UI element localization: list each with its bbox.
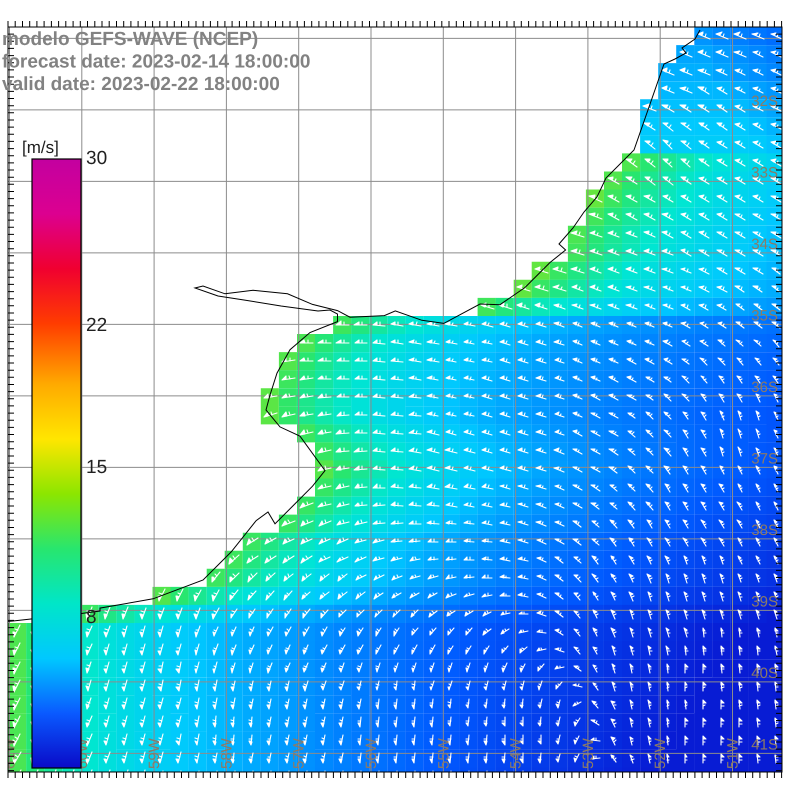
svg-text:30: 30 <box>86 148 107 169</box>
svg-text:52W: 52W <box>652 737 669 769</box>
svg-text:55W: 55W <box>435 737 452 769</box>
svg-text:38S: 38S <box>751 522 778 539</box>
svg-text:forecast date: 2023-02-14 18:0: forecast date: 2023-02-14 18:00:00 <box>2 52 310 73</box>
svg-text:40S: 40S <box>751 665 778 682</box>
svg-text:51W: 51W <box>725 737 742 769</box>
svg-text:22: 22 <box>86 315 107 336</box>
svg-text:36S: 36S <box>751 379 778 396</box>
svg-text:57W: 57W <box>291 737 308 769</box>
svg-text:59W: 59W <box>146 737 163 769</box>
svg-text:33S: 33S <box>751 164 778 181</box>
svg-text:37S: 37S <box>751 450 778 467</box>
svg-text:[m/s]: [m/s] <box>22 138 59 157</box>
svg-text:8: 8 <box>86 607 97 628</box>
svg-text:valid date: 2023-02-22 18:00:0: valid date: 2023-02-22 18:00:00 <box>2 74 280 95</box>
svg-text:modelo GEFS-WAVE (NCEP): modelo GEFS-WAVE (NCEP) <box>2 29 258 50</box>
svg-text:35S: 35S <box>751 307 778 324</box>
svg-text:54W: 54W <box>508 737 525 769</box>
svg-text:39S: 39S <box>751 593 778 610</box>
svg-text:34S: 34S <box>751 236 778 253</box>
svg-text:58W: 58W <box>218 737 235 769</box>
svg-text:41S: 41S <box>751 736 778 753</box>
svg-text:53W: 53W <box>580 737 597 769</box>
svg-text:32S: 32S <box>751 93 778 110</box>
svg-text:15: 15 <box>86 457 107 478</box>
svg-text:56W: 56W <box>363 737 380 769</box>
